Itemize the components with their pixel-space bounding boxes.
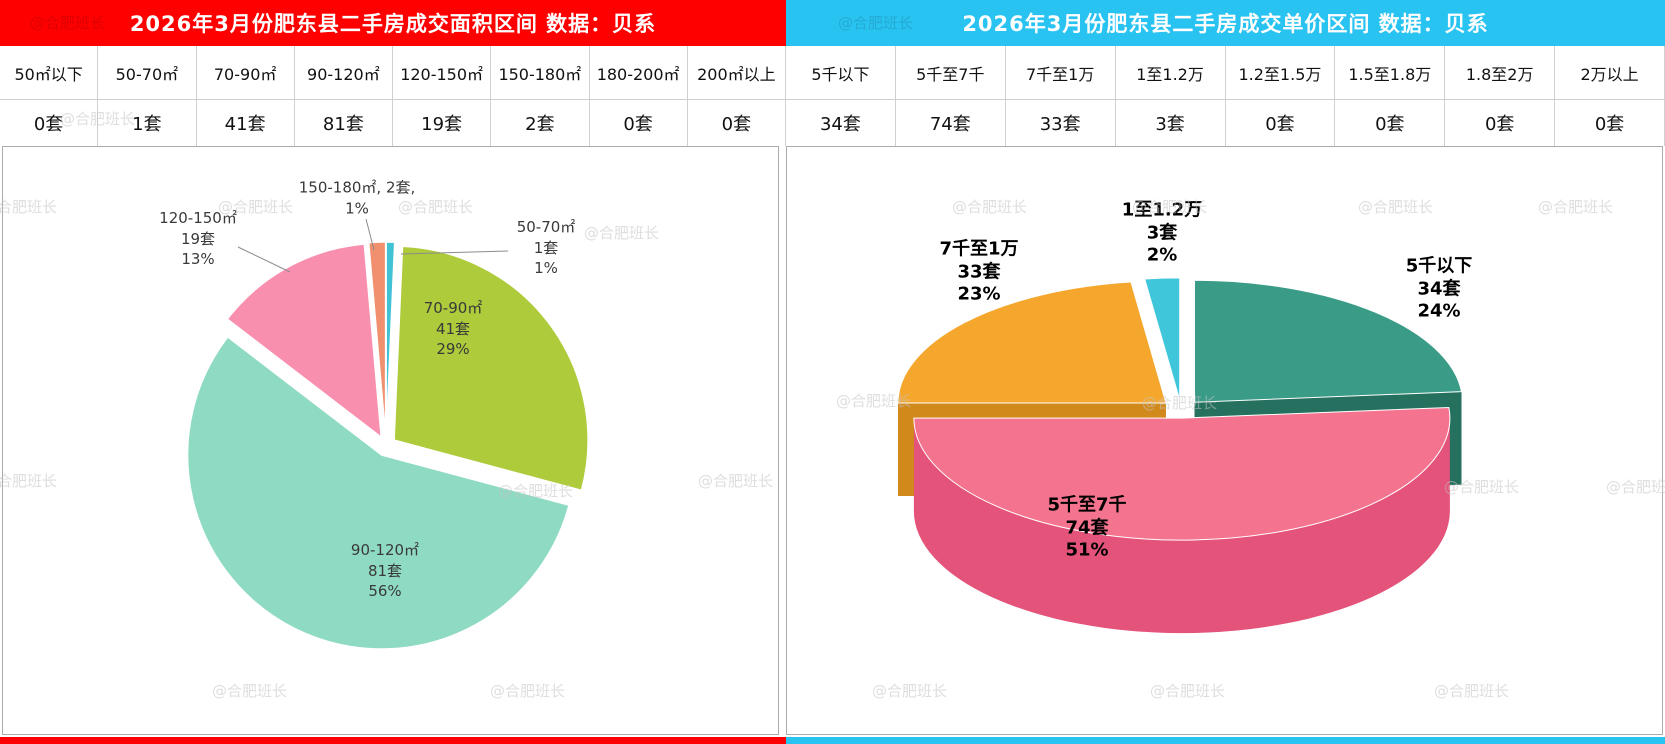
pie-label: 1至1.2万 3套 2% bbox=[1122, 199, 1202, 267]
value-cell: 0套 bbox=[1555, 100, 1665, 146]
area-pie-chart bbox=[186, 218, 589, 650]
value-cell: 2套 bbox=[491, 100, 590, 146]
column-header: 1至1.2万 bbox=[1115, 46, 1226, 100]
column-header: 5千以下 bbox=[786, 46, 896, 100]
area-category-headers: 50㎡以下 50-70㎡ 70-90㎡ 90-120㎡ 120-150㎡ 150-180㎡… bbox=[0, 46, 786, 100]
pie-label-line: 33套 bbox=[957, 260, 1001, 282]
value-cell: 0套 bbox=[1445, 100, 1556, 146]
pie-label-line: 1至1.2万 bbox=[1121, 199, 1203, 221]
bottom-accent-bars bbox=[0, 737, 1665, 744]
value-cell: 19套 bbox=[393, 100, 492, 146]
pie3d-slice-5千以下 bbox=[1194, 279, 1463, 403]
value-cell: 33套 bbox=[1005, 100, 1116, 146]
title-bar: 2026年3月份肥东县二手房成交面积区间 数据：贝系 2026年3月份肥东县二手… bbox=[0, 0, 1665, 46]
column-header: 120-150㎡ bbox=[393, 46, 492, 100]
pie-slice-150-180㎡ bbox=[367, 241, 387, 437]
column-header: 1.5至1.8万 bbox=[1335, 46, 1446, 100]
pie3d-slice-7千至1万 bbox=[897, 281, 1167, 404]
pie-label-line: 5千以下 bbox=[1405, 255, 1473, 277]
value-cell: 1套 bbox=[98, 100, 197, 146]
pie-label: 5千以下 34套 24% bbox=[1406, 255, 1473, 323]
left-panel-title: 2026年3月份肥东县二手房成交面积区间 数据：贝系 bbox=[0, 0, 786, 46]
pie-label-line: 23% bbox=[957, 283, 1001, 305]
column-header: 70-90㎡ bbox=[196, 46, 295, 100]
value-cell: 34套 bbox=[786, 100, 896, 146]
value-cell: 3套 bbox=[1115, 100, 1226, 146]
pie-label-line: 51% bbox=[1065, 539, 1109, 561]
area-pie-panel: 150-180㎡, 2套, 1% 120-150㎡ 19套 13% 50-70㎡ 1套 1% 7… bbox=[2, 146, 779, 735]
column-header: 1.2至1.5万 bbox=[1225, 46, 1336, 100]
pie-label-line: 1套 bbox=[533, 238, 559, 257]
pie-label-line: 5千至7千 bbox=[1047, 494, 1127, 516]
pie-slice-50-70㎡ bbox=[385, 241, 396, 437]
column-header: 1.8至2万 bbox=[1445, 46, 1556, 100]
column-header: 90-120㎡ bbox=[294, 46, 393, 100]
label-leader-line bbox=[400, 250, 509, 255]
pie-label-line: 120-150㎡ bbox=[159, 208, 237, 227]
column-header: 50-70㎡ bbox=[98, 46, 197, 100]
pie-slice-70-90㎡ bbox=[393, 245, 589, 492]
pie-label-line: 19套 bbox=[180, 229, 216, 248]
area-values: 0套 1套 41套 81套 19套 2套 0套 0套 bbox=[0, 100, 786, 146]
price-category-headers: 5千以下 5千至7千 7千至1万 1至1.2万 1.2至1.5万 1.5至1.8万 1.8至… bbox=[786, 46, 1665, 100]
pie-label: 120-150㎡ 19套 13% bbox=[159, 208, 237, 270]
pie-label: 50-70㎡ 1套 1% bbox=[517, 217, 576, 279]
pie-label-line: 74套 bbox=[1065, 516, 1109, 538]
price-pie-chart bbox=[897, 277, 1463, 634]
column-header: 7千至1万 bbox=[1005, 46, 1116, 100]
pie-label-line: 70-90㎡ bbox=[423, 298, 483, 317]
pie-label-line: 34套 bbox=[1417, 277, 1461, 299]
pie3d-slice-1至1.2万 bbox=[1144, 277, 1181, 401]
label-leader-line bbox=[237, 246, 291, 273]
value-cell: 0套 bbox=[687, 100, 786, 146]
pie-label-line: 50-70㎡ bbox=[516, 217, 576, 236]
value-cell: 0套 bbox=[589, 100, 688, 146]
pie-label-line: 90-120㎡ bbox=[350, 540, 420, 559]
value-row: 0套 1套 41套 81套 19套 2套 0套 0套 34套 74套 33套 3套 0套 0套 0套 0套 bbox=[0, 100, 1665, 146]
value-cell: 0套 bbox=[1335, 100, 1446, 146]
value-cell: 0套 bbox=[1225, 100, 1336, 146]
column-header: 200㎡以上 bbox=[687, 46, 786, 100]
pie-label-line: 24% bbox=[1417, 300, 1461, 322]
pie-label-line: 7千至1万 bbox=[939, 238, 1019, 260]
value-cell: 74套 bbox=[895, 100, 1006, 146]
value-cell: 0套 bbox=[0, 100, 99, 146]
pie-label-line: 81套 bbox=[367, 561, 403, 580]
pie-slice-90-120㎡ bbox=[186, 335, 570, 650]
pie3d-slice-5千至7千 bbox=[913, 406, 1451, 541]
pie-slice-120-150㎡ bbox=[226, 243, 383, 439]
pie-label: 70-90㎡ 41套 29% bbox=[424, 298, 483, 360]
pie-label: 5千至7千 74套 51% bbox=[1047, 494, 1126, 562]
category-row: 50㎡以下 50-70㎡ 70-90㎡ 90-120㎡ 120-150㎡ 150-180㎡… bbox=[0, 46, 1665, 100]
pie-label-line: 56% bbox=[368, 582, 402, 601]
column-header: 180-200㎡ bbox=[589, 46, 688, 100]
label-leader-line bbox=[365, 218, 375, 251]
pie-label-line: 1% bbox=[345, 199, 369, 217]
bottom-bar-red bbox=[0, 737, 786, 744]
pie-label-line: 29% bbox=[436, 340, 470, 359]
column-header: 5千至7千 bbox=[895, 46, 1006, 100]
column-header: 50㎡以下 bbox=[0, 46, 99, 100]
pie-label: 7千至1万 33套 23% bbox=[939, 238, 1018, 306]
price-pie-panel: 1至1.2万 3套 2% 7千至1万 33套 23% 5千以下 34套 24% 5千至7千 74套 5… bbox=[786, 146, 1663, 735]
pie-label: 90-120㎡ 81套 56% bbox=[351, 540, 419, 602]
pie-label-line: 13% bbox=[181, 250, 215, 269]
pie-label-line: 1% bbox=[534, 259, 558, 278]
chart-area: 150-180㎡, 2套, 1% 120-150㎡ 19套 13% 50-70㎡ 1套 1% 7… bbox=[0, 146, 1665, 737]
pie-side-5千至7千 bbox=[913, 418, 1450, 634]
pie-label-line: 3套 bbox=[1146, 221, 1178, 243]
column-header: 150-180㎡ bbox=[491, 46, 590, 100]
bottom-bar-cyan bbox=[786, 737, 1665, 744]
column-header: 2万以上 bbox=[1555, 46, 1665, 100]
pie-label-line: 150-180㎡, 2套, bbox=[298, 178, 416, 197]
pie-label-line: 41套 bbox=[435, 319, 471, 338]
value-cell: 81套 bbox=[294, 100, 393, 146]
pie-label-line: 2% bbox=[1146, 244, 1178, 266]
value-cell: 41套 bbox=[196, 100, 295, 146]
right-panel-title: 2026年3月份肥东县二手房成交单价区间 数据：贝系 bbox=[786, 0, 1665, 46]
price-values: 34套 74套 33套 3套 0套 0套 0套 0套 bbox=[786, 100, 1665, 146]
pie-label: 150-180㎡, 2套, 1% bbox=[299, 177, 416, 218]
